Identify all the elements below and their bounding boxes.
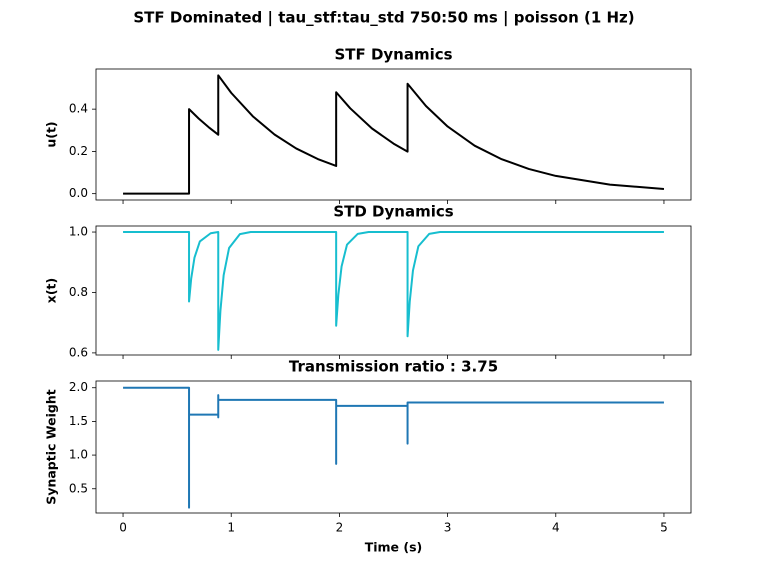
y-axis-label: x(t) [44, 278, 59, 303]
x-tick-label: 4 [552, 521, 560, 535]
data-line [123, 386, 664, 509]
y-tick-label: 0.2 [69, 144, 88, 158]
axes-title: STD Dynamics [333, 203, 453, 221]
x-tick-label: 0 [119, 521, 127, 535]
x-tick-label: 3 [444, 521, 452, 535]
data-line [123, 74, 665, 195]
data-line [123, 231, 664, 351]
y-tick-label: 1.0 [69, 225, 88, 239]
y-tick-label: 0.0 [69, 186, 88, 200]
x-tick-label: 1 [227, 521, 235, 535]
y-axis-label: Synaptic Weight [44, 389, 59, 504]
y-tick-label: 2.0 [69, 380, 88, 394]
y-tick-label: 0.6 [69, 345, 88, 359]
x-tick-label: 5 [660, 521, 668, 535]
axes-frame [95, 68, 692, 201]
y-tick-label: 0.4 [69, 102, 88, 116]
y-axis-label: u(t) [44, 121, 59, 147]
x-tick-label: 2 [336, 521, 344, 535]
axes-title: Transmission ratio : 3.75 [289, 358, 498, 376]
axes-frame [95, 225, 692, 356]
y-tick-label: 0.5 [69, 481, 88, 495]
figure-title: STF Dominated | tau_stf:tau_std 750:50 m… [133, 9, 634, 28]
x-axis-label: Time (s) [365, 540, 423, 555]
y-tick-label: 1.5 [69, 414, 88, 428]
y-tick-label: 1.0 [69, 448, 88, 462]
axes-frame [95, 380, 692, 514]
axes-title: STF Dynamics [334, 46, 452, 64]
y-tick-label: 0.8 [69, 285, 88, 299]
